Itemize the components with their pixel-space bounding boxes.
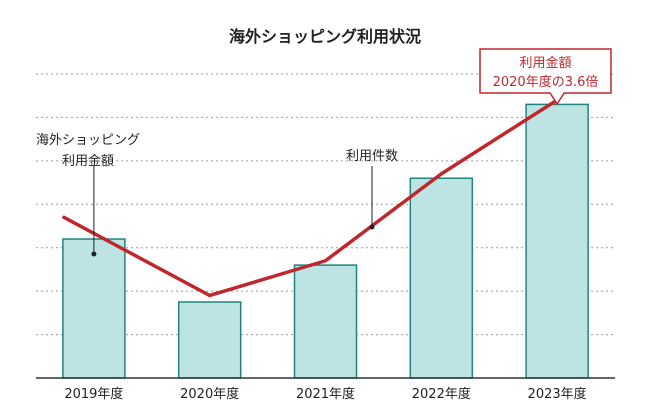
series-line xyxy=(62,98,559,298)
bar xyxy=(177,301,242,379)
chart-title: 海外ショッピング利用状況 xyxy=(229,27,421,46)
callout-text: 利用金額 xyxy=(519,55,571,71)
bar xyxy=(62,238,126,379)
callout-text: 2020年度の3.6倍 xyxy=(493,74,599,90)
bar-series-label: 海外ショッピング xyxy=(36,133,140,148)
x-tick-label: 2019年度 xyxy=(64,386,123,402)
line-series xyxy=(62,98,559,298)
x-axis: 2019年度 2020年度 2021年度 2022年度 2023年度 xyxy=(36,377,615,402)
callout-box xyxy=(479,48,612,106)
x-tick-label: 2023年度 xyxy=(528,386,587,402)
x-tick-label: 2021年度 xyxy=(296,386,355,402)
grid-lines xyxy=(36,73,615,336)
bar xyxy=(525,103,589,379)
bar xyxy=(293,264,358,379)
leader-dot xyxy=(369,224,375,230)
x-tick-label: 2020年度 xyxy=(180,386,239,402)
line-series-label: 利用件数 xyxy=(346,149,398,164)
leader-dot xyxy=(91,251,97,257)
bars xyxy=(62,103,589,379)
x-tick-label: 2022年度 xyxy=(412,386,471,402)
bar xyxy=(409,177,474,379)
bar-series-label: 利用金額 xyxy=(62,153,114,169)
